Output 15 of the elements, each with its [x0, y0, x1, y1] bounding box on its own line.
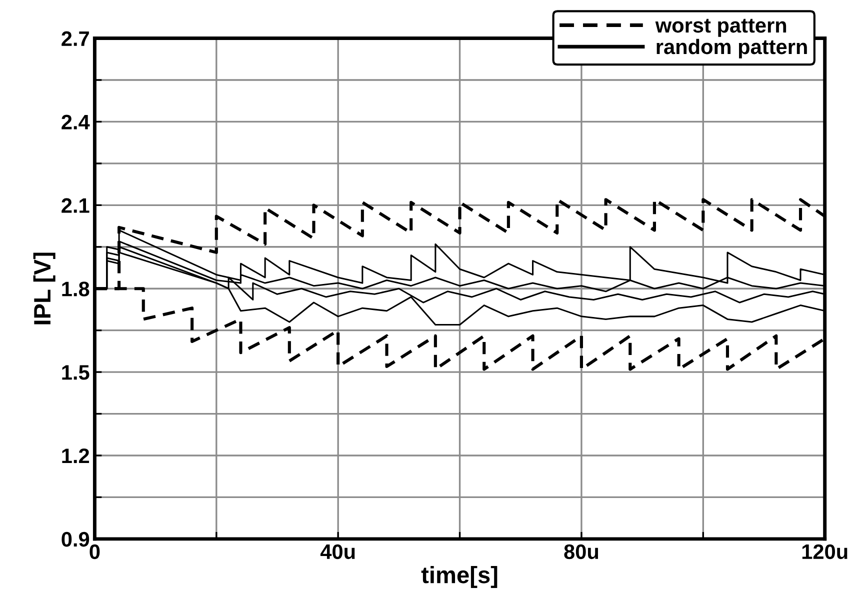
y-tick-label: 1.8	[62, 282, 90, 296]
x-tick-label: 80u	[564, 544, 598, 560]
y-tick-label: 1.5	[62, 365, 90, 380]
x-axis-title: time[s]	[421, 566, 498, 588]
y-tick-label: 0.9	[62, 532, 90, 547]
legend-label: worst pattern	[655, 18, 786, 37]
legend-label: random pattern	[656, 38, 807, 58]
y-tick-label: 2.7	[62, 31, 89, 46]
x-tick-label: 40u	[320, 544, 355, 560]
y-axis-title: IPL [V]	[33, 252, 56, 324]
y-tick-label: 2.4	[62, 114, 90, 130]
x-tick-label: 0	[90, 544, 100, 560]
x-tick-label: 120u	[802, 544, 848, 560]
y-tick-label: 1.2	[62, 448, 90, 464]
y-tick-label: 2.1	[62, 198, 90, 213]
